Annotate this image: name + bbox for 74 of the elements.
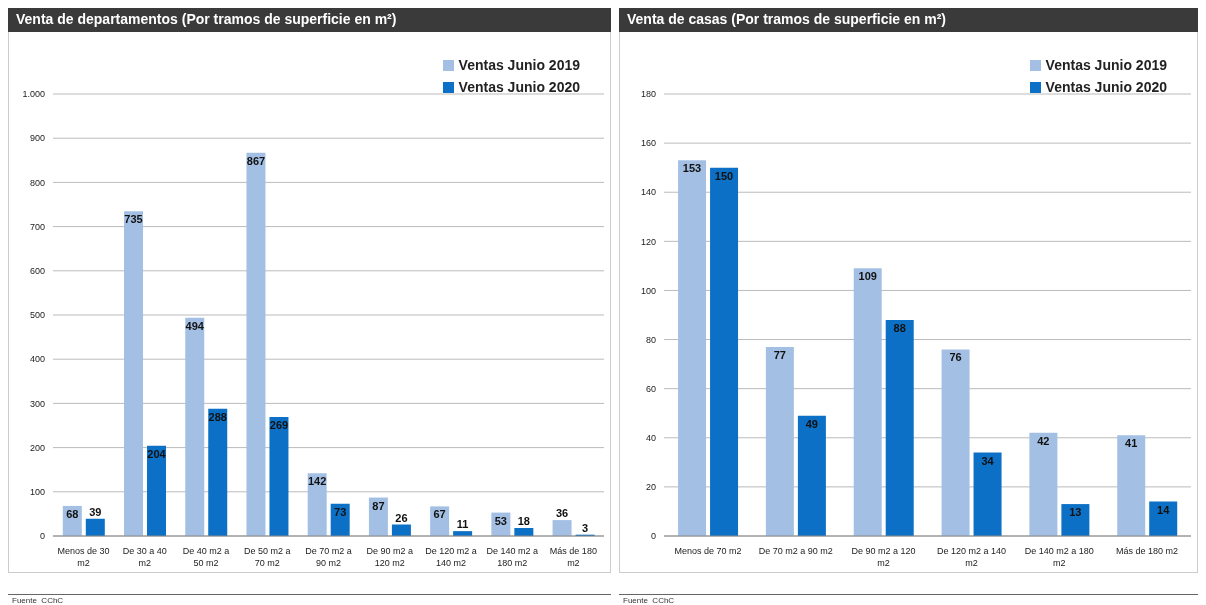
x-tick-label: De 90 m2 a 120 m2 [366, 546, 413, 568]
data-label: 269 [269, 419, 289, 432]
data-label: 42 [1037, 434, 1050, 447]
x-tick-label: De 50 m2 a 70 m2 [244, 546, 291, 568]
y-tick-label: 100 [29, 486, 45, 497]
data-label: 288 [208, 410, 227, 423]
data-label: 77 [773, 348, 787, 361]
y-tick-label: 20 [645, 482, 656, 493]
chart-title: Venta de departamentos (Por tramos de superficie en m²) [8, 8, 611, 32]
data-label: 41 [1125, 437, 1138, 450]
legend-label: Ventas Junio 2020 [458, 78, 580, 97]
x-tick-label: De 120 m2 a 140 m2 [425, 546, 477, 568]
y-tick-label: 400 [29, 354, 45, 365]
y-tick-label: 160 [640, 138, 656, 149]
data-label: 142 [308, 475, 327, 488]
x-tick-label: Más de 180 m2 [549, 546, 597, 568]
data-label: 153 [682, 162, 702, 175]
legend-label: Ventas Junio 2019 [458, 56, 580, 75]
data-label: 494 [185, 319, 205, 332]
y-tick-label: 900 [29, 133, 45, 144]
source-note: Fuente CChC [12, 596, 64, 605]
data-label: 867 [246, 154, 266, 167]
x-tick-label: De 40 m2 a 50 m2 [182, 546, 230, 568]
data-label: 53 [494, 514, 507, 527]
data-label: 49 [805, 417, 819, 430]
data-label: 67 [433, 508, 446, 521]
data-label: 68 [66, 507, 79, 520]
data-label: 204 [147, 447, 167, 460]
y-tick-label: 500 [29, 310, 45, 321]
y-tick-label: 40 [645, 432, 656, 443]
y-tick-label: 180 [640, 89, 656, 100]
data-label: 73 [334, 505, 347, 518]
chart-title: Venta de casas (Por tramos de superficie en m²) [619, 8, 1198, 32]
x-tick-label: De 140 m2 a 180 m2 [1024, 546, 1094, 568]
y-tick-label: 140 [640, 187, 656, 198]
data-label: 36 [555, 507, 569, 520]
y-tick-label: 80 [645, 334, 656, 345]
x-tick-label: Menos de 70 m2 [674, 546, 742, 556]
data-label: 150 [714, 169, 734, 182]
x-tick-label: De 30 a 40 m2 [122, 546, 167, 568]
y-tick-label: 200 [29, 442, 45, 453]
data-label: 87 [372, 499, 385, 512]
data-label: 88 [893, 321, 906, 334]
x-tick-label: De 120 m2 a 140 m2 [936, 546, 1006, 568]
data-label: 13 [1069, 506, 1082, 519]
y-tick-label: 700 [29, 221, 45, 232]
y-tick-label: 300 [29, 398, 45, 409]
source-note: Fuente CChC [623, 596, 675, 605]
y-tick-label: 100 [640, 285, 656, 296]
y-tick-label: 60 [645, 383, 656, 394]
y-tick-label: 120 [640, 236, 656, 247]
y-tick-label: 0 [39, 531, 45, 542]
x-tick-label: De 140 m2 a 180 m2 [486, 546, 538, 568]
data-label: 3 [582, 521, 589, 534]
y-tick-label: 0 [650, 531, 656, 542]
data-label: 735 [124, 213, 143, 226]
y-tick-label: 1.000 [22, 89, 45, 100]
data-label: 18 [517, 515, 530, 528]
y-tick-label: 800 [29, 177, 45, 188]
data-label: 11 [456, 518, 469, 531]
legend-label: Ventas Junio 2020 [1045, 78, 1167, 97]
data-label: 34 [981, 454, 995, 467]
x-tick-label: Menos de 30 m2 [57, 546, 110, 568]
data-label: 76 [949, 351, 962, 364]
data-label: 39 [89, 505, 102, 518]
x-tick-label: De 70 m2 a 90 m2 [758, 546, 833, 556]
data-label: 109 [858, 270, 877, 283]
y-tick-label: 600 [29, 265, 45, 276]
x-tick-label: Más de 180 m2 [1116, 546, 1179, 556]
legend-label: Ventas Junio 2019 [1045, 56, 1167, 75]
x-tick-label: De 70 m2 a 90 m2 [305, 546, 352, 568]
data-label: 14 [1157, 503, 1171, 516]
x-tick-label: De 90 m2 a 120 m2 [851, 546, 916, 568]
data-label: 26 [395, 511, 408, 524]
